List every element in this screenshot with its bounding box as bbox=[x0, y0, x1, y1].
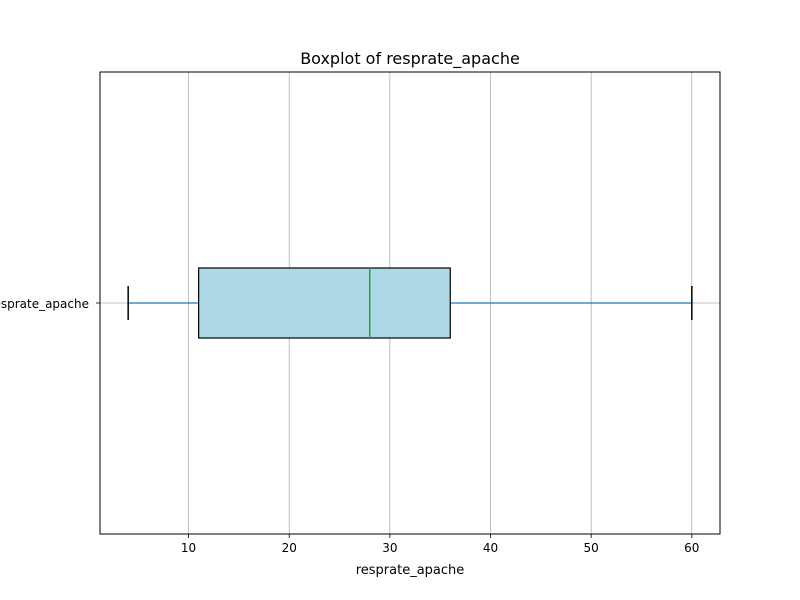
x-tick-label: 60 bbox=[684, 541, 699, 555]
x-tick-label: 20 bbox=[282, 541, 297, 555]
chart-title: Boxplot of resprate_apache bbox=[300, 49, 520, 69]
x-tick-label: 50 bbox=[584, 541, 599, 555]
x-tick-label: 30 bbox=[382, 541, 397, 555]
x-axis: 10 20 30 40 50 60 bbox=[181, 534, 699, 555]
x-axis-label: resprate_apache bbox=[356, 563, 465, 578]
iqr-box bbox=[198, 267, 451, 339]
y-tick-label: resprate_apache bbox=[0, 297, 89, 311]
x-tick-label: 40 bbox=[483, 541, 498, 555]
x-tick-label: 10 bbox=[181, 541, 196, 555]
boxplot bbox=[127, 267, 693, 339]
y-axis: resprate_apache bbox=[0, 297, 100, 311]
